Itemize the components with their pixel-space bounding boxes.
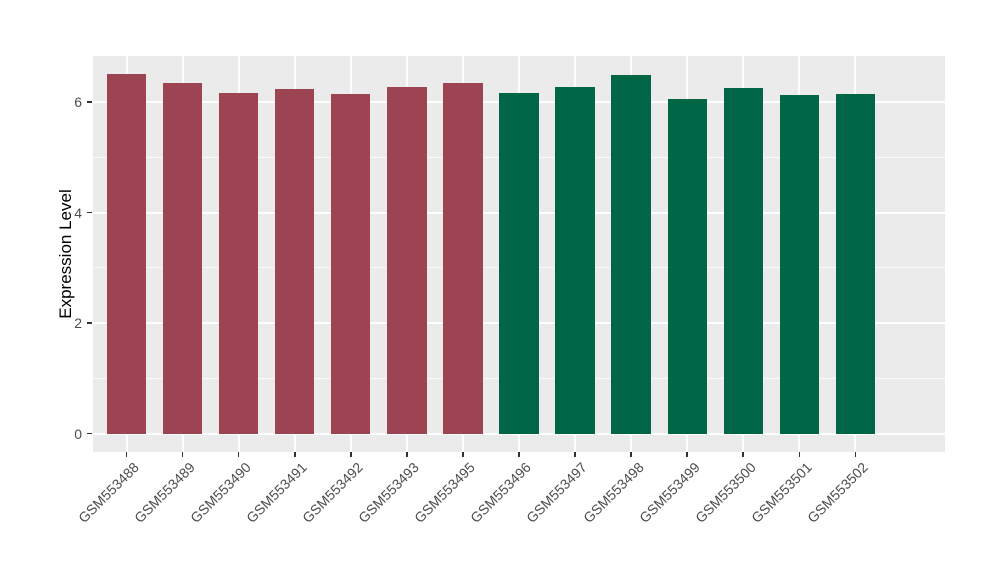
x-tick-mark — [237, 452, 240, 457]
x-tick-mark — [686, 452, 688, 457]
bar-GSM553502 — [835, 93, 875, 434]
x-tick-mark — [854, 452, 857, 457]
y-tick-label: 2 — [74, 315, 82, 332]
plot-panel — [93, 56, 945, 452]
x-tick-mark — [294, 452, 296, 457]
bar-GSM553495 — [443, 83, 483, 434]
x-tick-mark — [181, 452, 184, 457]
x-tick-mark — [406, 452, 408, 457]
bar-GSM553488 — [107, 74, 147, 434]
bar-GSM553491 — [275, 88, 315, 434]
bar-GSM553496 — [499, 92, 539, 434]
x-tick-mark — [518, 452, 520, 457]
y-tick-mark — [87, 101, 92, 103]
x-tick-mark — [630, 452, 632, 457]
bar-GSM553499 — [667, 99, 707, 434]
y-tick-label: 6 — [74, 93, 82, 110]
y-tick-mark — [87, 432, 92, 435]
x-tick-mark — [350, 452, 352, 457]
y-tick-mark — [87, 211, 92, 214]
x-tick-mark — [742, 452, 744, 457]
x-tick-mark — [462, 452, 464, 457]
x-tick-mark — [125, 452, 128, 457]
y-tick-mark — [87, 322, 92, 324]
y-tick-label: 0 — [74, 425, 82, 442]
bar-GSM553497 — [555, 86, 595, 434]
bar-GSM553500 — [723, 87, 763, 434]
bar-GSM553490 — [219, 93, 259, 434]
bar-GSM553493 — [387, 86, 427, 434]
x-tick-mark — [574, 452, 576, 457]
bar-GSM553501 — [779, 95, 819, 434]
x-tick-mark — [798, 452, 800, 457]
bar-GSM553489 — [163, 83, 203, 434]
y-tick-label: 4 — [74, 204, 82, 221]
bar-GSM553492 — [331, 94, 371, 434]
bar-GSM553498 — [611, 74, 651, 434]
